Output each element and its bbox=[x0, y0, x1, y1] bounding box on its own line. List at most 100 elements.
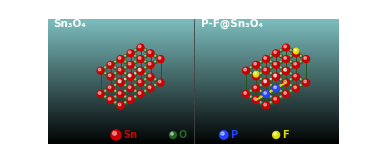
Circle shape bbox=[280, 84, 281, 86]
Circle shape bbox=[263, 79, 270, 86]
Circle shape bbox=[111, 130, 121, 140]
Circle shape bbox=[134, 90, 137, 93]
Bar bbox=[48, 137, 339, 138]
Circle shape bbox=[294, 86, 296, 89]
Bar bbox=[48, 123, 339, 124]
Circle shape bbox=[125, 67, 126, 68]
Circle shape bbox=[107, 85, 114, 92]
Circle shape bbox=[125, 61, 126, 62]
Circle shape bbox=[254, 98, 256, 100]
Circle shape bbox=[144, 67, 146, 68]
Bar bbox=[48, 48, 339, 50]
Circle shape bbox=[270, 78, 273, 81]
Circle shape bbox=[290, 79, 291, 80]
Circle shape bbox=[254, 72, 256, 74]
Bar bbox=[48, 110, 339, 111]
Bar bbox=[48, 106, 339, 108]
Bar bbox=[48, 141, 339, 142]
Circle shape bbox=[290, 90, 293, 93]
Bar bbox=[48, 107, 339, 109]
Bar bbox=[48, 33, 339, 34]
Circle shape bbox=[249, 66, 253, 69]
Circle shape bbox=[118, 80, 121, 83]
Circle shape bbox=[270, 55, 271, 56]
Circle shape bbox=[144, 55, 147, 58]
Circle shape bbox=[134, 95, 137, 98]
Bar bbox=[48, 74, 339, 75]
Circle shape bbox=[115, 90, 116, 91]
Bar bbox=[48, 98, 339, 99]
Bar bbox=[48, 46, 339, 47]
Circle shape bbox=[144, 78, 147, 81]
Bar bbox=[48, 63, 339, 64]
Circle shape bbox=[107, 73, 114, 80]
Circle shape bbox=[244, 68, 246, 71]
Bar bbox=[48, 73, 339, 75]
Circle shape bbox=[294, 51, 296, 53]
Circle shape bbox=[300, 84, 301, 86]
Circle shape bbox=[280, 55, 281, 56]
Circle shape bbox=[144, 73, 146, 74]
Text: P-F@Sn₃O₄: P-F@Sn₃O₄ bbox=[201, 19, 263, 29]
Circle shape bbox=[254, 62, 256, 65]
Bar bbox=[48, 91, 339, 92]
Bar bbox=[48, 121, 339, 122]
Bar bbox=[48, 142, 339, 143]
Circle shape bbox=[280, 72, 283, 75]
Circle shape bbox=[144, 66, 147, 69]
Circle shape bbox=[125, 102, 126, 103]
Circle shape bbox=[125, 72, 126, 74]
Circle shape bbox=[128, 51, 131, 53]
Bar bbox=[48, 113, 339, 114]
Bar bbox=[48, 61, 339, 62]
Circle shape bbox=[148, 51, 151, 53]
Circle shape bbox=[273, 73, 280, 80]
Circle shape bbox=[144, 79, 146, 80]
Bar bbox=[48, 49, 339, 51]
Circle shape bbox=[221, 132, 224, 135]
Bar bbox=[48, 37, 339, 38]
Bar bbox=[48, 29, 339, 31]
Circle shape bbox=[124, 84, 127, 87]
Circle shape bbox=[128, 86, 131, 89]
Circle shape bbox=[147, 50, 154, 57]
Bar bbox=[48, 124, 339, 125]
Circle shape bbox=[290, 67, 291, 68]
Circle shape bbox=[274, 74, 276, 77]
Bar bbox=[48, 25, 339, 27]
Circle shape bbox=[105, 72, 106, 74]
Text: Sn₃O₄: Sn₃O₄ bbox=[53, 19, 85, 29]
Circle shape bbox=[135, 67, 136, 68]
Circle shape bbox=[155, 84, 156, 86]
Circle shape bbox=[134, 60, 137, 64]
Circle shape bbox=[114, 66, 117, 69]
Circle shape bbox=[290, 72, 293, 75]
Circle shape bbox=[114, 84, 117, 87]
Bar bbox=[48, 83, 339, 85]
Bar bbox=[48, 70, 339, 71]
Circle shape bbox=[157, 56, 164, 63]
Circle shape bbox=[250, 72, 251, 74]
Circle shape bbox=[270, 95, 273, 98]
Circle shape bbox=[260, 95, 263, 98]
Circle shape bbox=[98, 68, 101, 71]
Bar bbox=[48, 40, 339, 41]
Circle shape bbox=[270, 72, 273, 75]
Circle shape bbox=[125, 96, 126, 97]
Circle shape bbox=[155, 55, 156, 56]
Circle shape bbox=[115, 96, 116, 97]
Bar bbox=[48, 21, 339, 23]
Circle shape bbox=[105, 90, 106, 91]
Circle shape bbox=[273, 96, 280, 103]
Bar bbox=[48, 96, 339, 97]
Circle shape bbox=[260, 96, 261, 97]
Circle shape bbox=[290, 78, 293, 81]
Circle shape bbox=[294, 62, 296, 65]
Circle shape bbox=[284, 57, 287, 59]
Circle shape bbox=[117, 56, 124, 63]
Circle shape bbox=[300, 55, 303, 58]
Bar bbox=[48, 92, 339, 93]
Circle shape bbox=[144, 49, 147, 52]
Bar bbox=[48, 64, 339, 65]
Circle shape bbox=[135, 96, 136, 97]
